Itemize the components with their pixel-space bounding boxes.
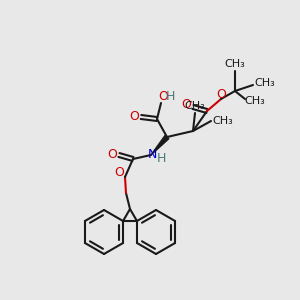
Text: O: O	[158, 91, 168, 103]
Text: O: O	[216, 88, 226, 100]
Polygon shape	[151, 135, 169, 155]
Text: H: H	[156, 152, 166, 164]
Text: CH₃: CH₃	[244, 96, 266, 106]
Text: O: O	[107, 148, 117, 161]
Text: O: O	[114, 167, 124, 179]
Text: O: O	[129, 110, 139, 122]
Text: CH₃: CH₃	[255, 78, 275, 88]
Text: CH₃: CH₃	[213, 116, 233, 126]
Text: O: O	[181, 98, 191, 112]
Text: H: H	[165, 91, 175, 103]
Text: N: N	[147, 148, 157, 160]
Text: CH₃: CH₃	[225, 59, 245, 69]
Text: CH₃: CH₃	[184, 101, 206, 111]
